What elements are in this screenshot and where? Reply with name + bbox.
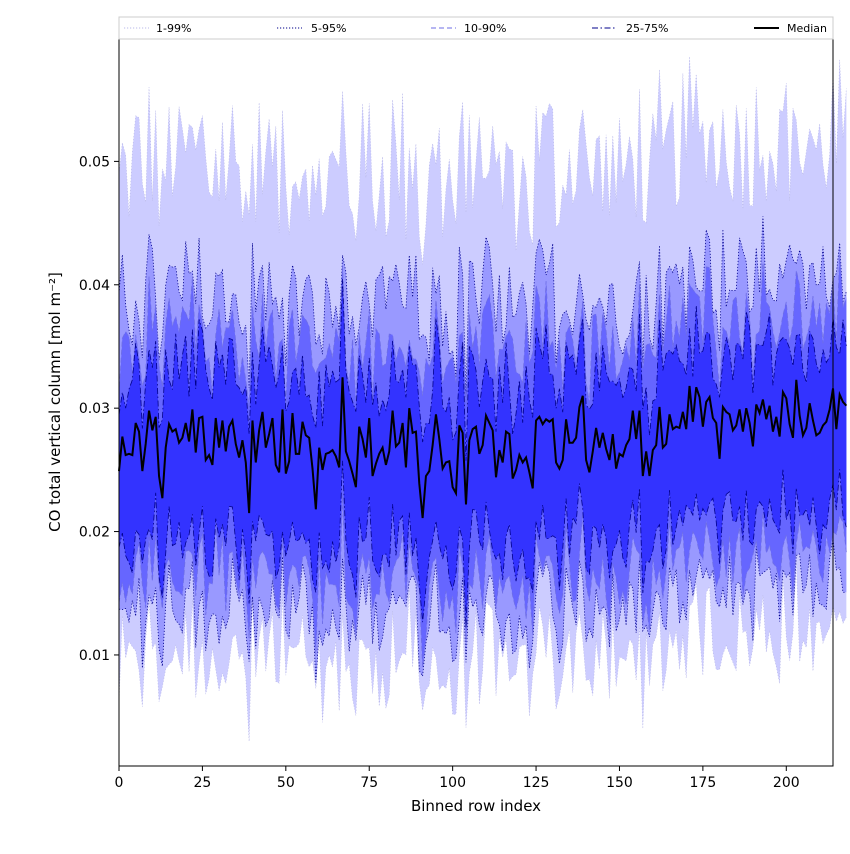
percentile-lines: [118, 56, 847, 742]
x-tick-label: 175: [690, 775, 717, 791]
x-tick-label: 125: [523, 775, 550, 791]
lower-line-5-95: [118, 539, 847, 683]
lower-line-1-99: [118, 561, 847, 742]
median-line: [118, 377, 848, 519]
legend-label-5-95: 5-95%: [311, 22, 346, 35]
y-tick-label: 0.01: [79, 648, 110, 664]
x-tick-label: 150: [606, 775, 633, 791]
legend-label-25-75: 25-75%: [626, 22, 668, 35]
x-tick-label: 75: [360, 775, 378, 791]
y-tick-label: 0.02: [79, 525, 110, 541]
legend-label-median: Median: [787, 22, 827, 35]
band-25-75: [119, 278, 847, 628]
median-series: [118, 377, 848, 519]
legend-box: [118, 16, 834, 40]
x-axis: 0 25 50 75 100 125 150 175 200: [115, 766, 800, 791]
y-axis: 0.01 0.02 0.03 0.04 0.05: [79, 154, 119, 664]
y-tick-label: 0.05: [79, 154, 110, 170]
lower-line-10-90: [118, 495, 847, 668]
x-tick-label: 25: [193, 775, 211, 791]
y-axis-label: CO total vertical column [mol m⁻²]: [46, 272, 64, 532]
x-tick-label: 50: [277, 775, 295, 791]
legend-label-10-90: 10-90%: [464, 22, 506, 35]
y-tick-label: 0.03: [79, 401, 110, 417]
x-axis-label: Binned row index: [411, 797, 541, 815]
upper-line-5-95: [118, 216, 847, 397]
x-tick-label: 100: [439, 775, 466, 791]
legend-label-1-99: 1-99%: [156, 22, 191, 35]
upper-line-25-75: [118, 278, 847, 461]
x-tick-label: 0: [115, 775, 124, 791]
x-tick-label: 200: [773, 775, 800, 791]
legend: 1-99% 5-95% 10-90% 25-75% Median: [118, 16, 834, 40]
y-tick-label: 0.04: [79, 278, 110, 294]
